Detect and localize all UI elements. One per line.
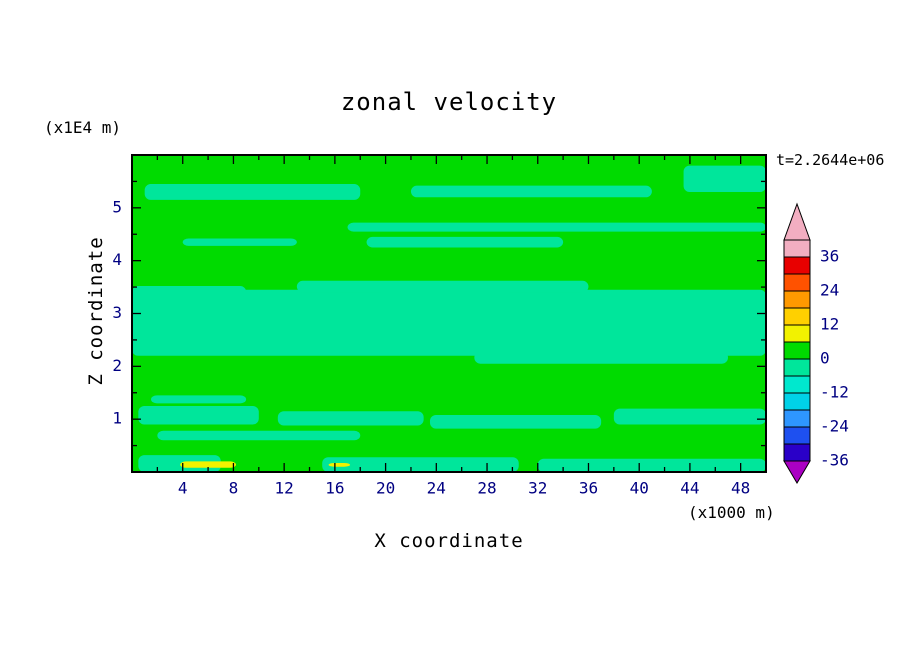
colorbar-segment <box>783 375 811 394</box>
colorbar-segment <box>783 307 811 326</box>
colorbar-label: 12 <box>820 315 839 334</box>
colorbar-label: -12 <box>820 383 849 402</box>
contour-region <box>138 405 259 425</box>
colorbar-segment <box>783 443 811 462</box>
axis-tick-label: 2 <box>112 356 122 375</box>
axis-tick-label: 36 <box>579 479 598 498</box>
axis-tick-label: 16 <box>325 479 344 498</box>
colorbar-segment <box>783 358 811 377</box>
axis-tick-label: 48 <box>731 479 750 498</box>
colorbar-segment <box>783 409 811 428</box>
axis-tick-label: 3 <box>112 303 122 322</box>
contour-region <box>157 430 361 441</box>
axis-tick-label: 5 <box>112 197 122 216</box>
contour-region <box>322 457 519 472</box>
colorbar-label: -24 <box>820 417 849 436</box>
contour-region <box>429 414 602 429</box>
contour-region <box>151 395 247 404</box>
axis-tick-label: 12 <box>275 479 294 498</box>
contour-region <box>537 458 766 472</box>
contour-region <box>180 461 236 468</box>
colorbar-arrow-up <box>783 202 811 241</box>
contour-region <box>366 236 564 248</box>
contour-region <box>328 463 351 467</box>
contour-region <box>296 280 589 293</box>
axis-tick-label: 8 <box>229 479 239 498</box>
axis-tick-label: 20 <box>376 479 395 498</box>
contour-region <box>474 351 728 364</box>
contour-region <box>144 184 361 200</box>
y-axis-units-label: (x1E4 m) <box>44 118 122 137</box>
contour-region <box>132 286 247 298</box>
colorbar-label: -36 <box>820 451 849 470</box>
x-axis-title: X coordinate <box>374 530 524 552</box>
colorbar-segment <box>783 239 811 258</box>
colorbar-segment <box>783 341 811 360</box>
axis-tick-label: 1 <box>112 409 122 428</box>
colorbar-segment <box>783 324 811 343</box>
colorbar: 36 24 12 0 -12 -24 -36 <box>783 202 849 484</box>
axis-tick-label: 32 <box>528 479 547 498</box>
colorbar-label: 0 <box>820 349 830 368</box>
axis-tick-label: 44 <box>680 479 699 498</box>
plot-area <box>132 155 766 472</box>
page-title: zonal velocity <box>340 88 558 116</box>
colorbar-segment <box>783 290 811 309</box>
contour-region <box>683 165 766 192</box>
colorbar-segment <box>783 273 811 292</box>
colorbar-label: 36 <box>820 247 839 266</box>
time-annotation: t=2.2644e+06 <box>776 151 885 169</box>
contour-region <box>277 411 424 426</box>
colorbar-segment <box>783 426 811 445</box>
axis-tick-label: 40 <box>630 479 649 498</box>
contour-region <box>347 222 766 232</box>
colorbar-label: 24 <box>820 281 839 300</box>
contour-region <box>132 289 766 356</box>
colorbar-segment <box>783 256 811 275</box>
axis-tick-label: 4 <box>178 479 188 498</box>
axis-tick-label: 24 <box>427 479 446 498</box>
colorbar-segment <box>783 392 811 411</box>
axis-tick-label: 4 <box>112 250 122 269</box>
contour-region <box>182 238 297 246</box>
colorbar-arrow-down <box>783 460 811 484</box>
axis-tick-label: 28 <box>477 479 496 498</box>
x-axis-units-label: (x1000 m) <box>688 503 775 522</box>
contour-region <box>410 185 652 198</box>
contour-region <box>613 408 766 425</box>
